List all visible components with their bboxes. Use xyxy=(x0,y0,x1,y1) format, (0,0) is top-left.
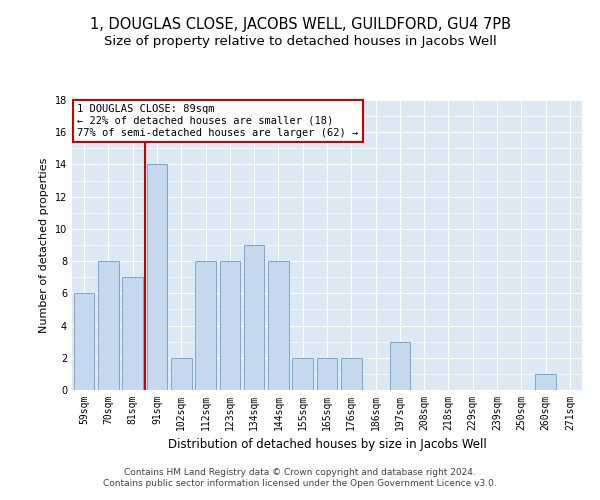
Bar xyxy=(195,261,216,390)
Bar xyxy=(268,261,289,390)
Bar xyxy=(389,342,410,390)
Bar xyxy=(220,261,240,390)
Bar xyxy=(341,358,362,390)
Text: Contains HM Land Registry data © Crown copyright and database right 2024.
Contai: Contains HM Land Registry data © Crown c… xyxy=(103,468,497,487)
Bar xyxy=(146,164,167,390)
X-axis label: Distribution of detached houses by size in Jacobs Well: Distribution of detached houses by size … xyxy=(167,438,487,452)
Bar xyxy=(244,245,265,390)
Bar xyxy=(122,277,143,390)
Bar xyxy=(317,358,337,390)
Bar xyxy=(98,261,119,390)
Bar xyxy=(292,358,313,390)
Y-axis label: Number of detached properties: Number of detached properties xyxy=(39,158,49,332)
Text: 1 DOUGLAS CLOSE: 89sqm
← 22% of detached houses are smaller (18)
77% of semi-det: 1 DOUGLAS CLOSE: 89sqm ← 22% of detached… xyxy=(77,104,358,138)
Bar xyxy=(171,358,191,390)
Text: Size of property relative to detached houses in Jacobs Well: Size of property relative to detached ho… xyxy=(104,35,496,48)
Bar xyxy=(74,294,94,390)
Text: 1, DOUGLAS CLOSE, JACOBS WELL, GUILDFORD, GU4 7PB: 1, DOUGLAS CLOSE, JACOBS WELL, GUILDFORD… xyxy=(89,18,511,32)
Bar xyxy=(535,374,556,390)
